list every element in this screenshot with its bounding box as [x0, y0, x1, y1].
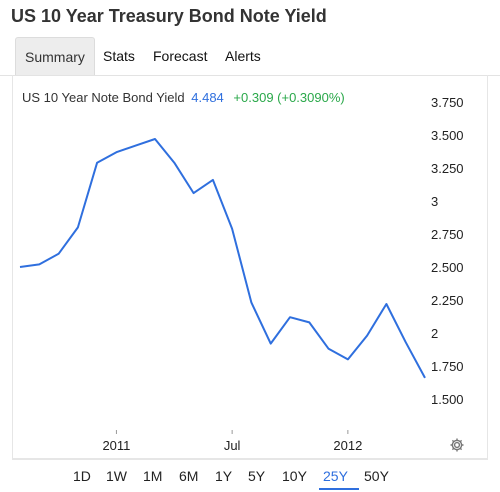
range-1d-button[interactable]: 1D	[73, 468, 91, 484]
y-tick-label: 1.750	[431, 359, 464, 374]
x-tick-label: 2011	[102, 438, 130, 453]
legend-change: +0.309 (+0.3090%)	[233, 90, 345, 105]
y-tick-label: 3.500	[431, 128, 464, 143]
y-tick-label: 3.750	[431, 95, 464, 110]
x-axis: 2011 Jul 2012	[102, 430, 362, 453]
range-25y-button[interactable]: 25Y	[323, 468, 348, 484]
gear-icon[interactable]	[449, 437, 465, 453]
tab-summary[interactable]: Summary	[15, 37, 95, 75]
tab-stats[interactable]: Stats	[103, 48, 135, 64]
x-tick-label: 2012	[333, 438, 362, 453]
y-tick-label: 2.750	[431, 227, 464, 242]
x-tick-label: Jul	[224, 438, 241, 453]
y-tick-label: 2	[431, 326, 438, 341]
range-1m-button[interactable]: 1M	[143, 468, 163, 484]
range-10y-button[interactable]: 10Y	[282, 468, 307, 484]
tab-bar: Summary Stats Forecast Alerts	[0, 37, 500, 76]
range-5y-button[interactable]: 5Y	[248, 468, 266, 484]
y-tick-label: 1.500	[431, 392, 464, 407]
y-tick-label: 2.250	[431, 293, 464, 308]
range-6m-button[interactable]: 6M	[179, 468, 199, 484]
range-1y-button[interactable]: 1Y	[215, 468, 233, 484]
range-50y-button[interactable]: 50Y	[364, 468, 389, 484]
series-layer	[19, 138, 426, 379]
legend-series-name: US 10 Year Note Bond Yield	[22, 90, 185, 105]
chart-legend: US 10 Year Note Bond Yield 4.484 +0.309 …	[22, 90, 345, 105]
active-range-indicator	[319, 488, 359, 490]
y-axis: 3.750 3.500 3.250 3 2.750 2.500 2.250 2 1.750 1.5…	[431, 95, 464, 407]
y-tick-label: 3	[431, 194, 438, 209]
y-tick-label: 3.250	[431, 161, 464, 176]
page-title: US 10 Year Treasury Bond Note Yield	[11, 6, 327, 26]
legend-value: 4.484	[191, 90, 224, 105]
tab-forecast[interactable]: Forecast	[153, 48, 208, 64]
series-line	[19, 138, 426, 379]
range-selector: 1D 1W 1M 6M 1Y 5Y 10Y 25Y 50Y	[12, 459, 488, 492]
range-1w-button[interactable]: 1W	[106, 468, 127, 484]
tab-alerts[interactable]: Alerts	[225, 48, 261, 64]
y-tick-label: 2.500	[431, 260, 464, 275]
chart-panel	[12, 75, 488, 459]
